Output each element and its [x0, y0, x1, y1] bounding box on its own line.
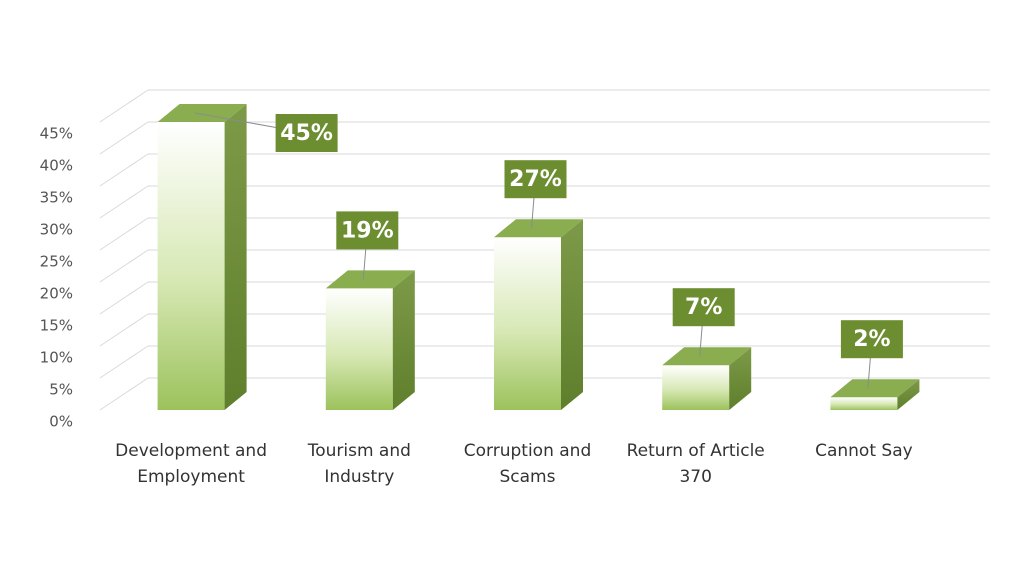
- y-tick-label: 35%: [40, 189, 73, 207]
- data-label-box: [336, 211, 399, 250]
- bar-top: [494, 219, 583, 238]
- bar-side: [561, 219, 583, 410]
- x-tick-label: Return of Article 370: [626, 441, 765, 487]
- bar-front: [325, 288, 393, 410]
- data-label-box: [840, 320, 903, 359]
- x-tick-label: Corruption and Scams: [463, 441, 592, 487]
- grid-line-depth: [99, 185, 149, 219]
- y-tick-label: 40%: [40, 157, 73, 175]
- grid-line-depth: [99, 89, 149, 123]
- grid-line-depth: [99, 153, 149, 187]
- x-tick-label: Tourism and Industry: [307, 441, 411, 487]
- bar-front: [494, 237, 561, 410]
- grid-line-depth: [99, 249, 149, 283]
- data-label-box: [672, 288, 735, 327]
- grid-line-depth: [99, 345, 149, 379]
- x-tick-label: Development and Employment: [115, 441, 268, 487]
- y-tick-label: 0%: [49, 413, 73, 431]
- bar-top: [830, 379, 920, 398]
- data-label: 19%: [341, 218, 394, 243]
- data-label-box: [504, 160, 567, 199]
- bar-top: [157, 104, 247, 122]
- y-tick-label: 30%: [40, 221, 73, 239]
- bar-side: [729, 347, 752, 410]
- bar-front: [662, 365, 730, 410]
- bar-front: [830, 397, 898, 410]
- bar-top: [325, 270, 415, 289]
- y-tick-label: 5%: [49, 381, 73, 399]
- data-label: 7%: [685, 295, 722, 320]
- x-tick-label: Cannot Say: [815, 441, 913, 461]
- data-label: 2%: [853, 327, 890, 352]
- grid-line-depth: [99, 377, 149, 411]
- data-label: 27%: [509, 167, 562, 192]
- grid-line-depth: [99, 121, 149, 155]
- data-label-box: [275, 114, 338, 152]
- bar-side: [224, 104, 247, 410]
- bar-side: [392, 270, 415, 410]
- y-tick-label: 25%: [40, 253, 73, 271]
- grid-line-depth: [99, 217, 149, 251]
- y-tick-label: 10%: [40, 349, 73, 367]
- bar-top: [662, 347, 752, 366]
- bar-side: [897, 379, 920, 410]
- bar-front: [157, 122, 225, 410]
- y-tick-label: 45%: [40, 125, 73, 143]
- y-tick-label: 15%: [40, 317, 73, 335]
- y-tick-label: 20%: [40, 285, 73, 303]
- data-label: 45%: [280, 121, 333, 146]
- grid-line-depth: [99, 313, 149, 347]
- grid-line-depth: [99, 281, 149, 315]
